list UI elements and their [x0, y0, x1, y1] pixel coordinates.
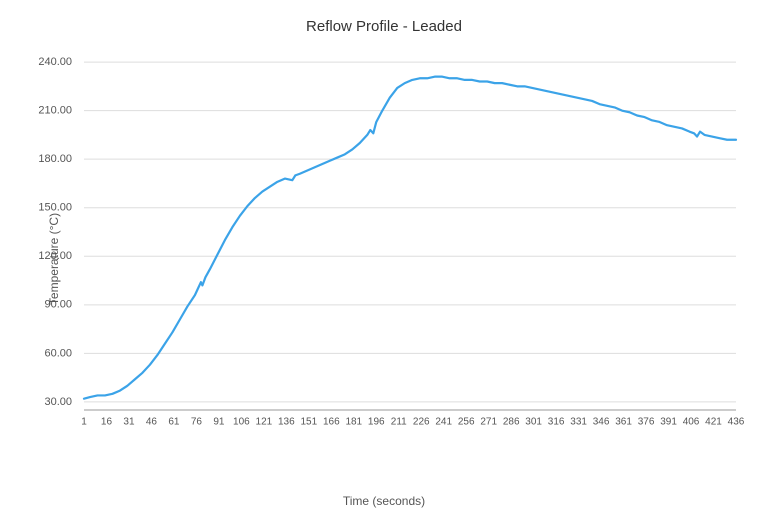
- x-tick-label: 166: [323, 416, 340, 427]
- x-axis-label: Time (seconds): [0, 494, 768, 508]
- chart-svg: 30.0060.0090.00120.00150.00180.00210.002…: [80, 50, 740, 450]
- y-tick-label: 60.00: [44, 347, 72, 359]
- x-tick-label: 286: [503, 416, 520, 427]
- x-tick-label: 136: [278, 416, 295, 427]
- x-tick-label: 181: [345, 416, 362, 427]
- y-tick-label: 240.00: [38, 56, 72, 68]
- x-tick-label: 46: [146, 416, 158, 427]
- x-tick-label: 106: [233, 416, 250, 427]
- plot-area: 30.0060.0090.00120.00150.00180.00210.002…: [80, 50, 740, 450]
- x-tick-label: 391: [660, 416, 677, 427]
- x-tick-label: 421: [705, 416, 722, 427]
- x-tick-label: 151: [300, 416, 317, 427]
- reflow-profile-chart: Reflow Profile - Leaded Temperature (°C)…: [0, 0, 768, 518]
- x-tick-label: 16: [101, 416, 113, 427]
- chart-title: Reflow Profile - Leaded: [0, 18, 768, 35]
- x-tick-label: 331: [570, 416, 587, 427]
- x-tick-label: 256: [458, 416, 475, 427]
- x-tick-label: 301: [525, 416, 542, 427]
- x-tick-label: 376: [638, 416, 655, 427]
- temperature-series-line: [84, 77, 736, 399]
- y-tick-label: 210.00: [38, 105, 72, 117]
- x-tick-label: 211: [391, 416, 407, 427]
- x-tick-label: 76: [191, 416, 203, 427]
- x-tick-label: 226: [413, 416, 430, 427]
- x-tick-label: 61: [168, 416, 180, 427]
- x-tick-label: 91: [213, 416, 225, 427]
- y-tick-label: 180.00: [38, 153, 72, 165]
- x-tick-label: 196: [368, 416, 385, 427]
- x-tick-label: 436: [728, 416, 745, 427]
- x-tick-label: 1: [81, 416, 87, 427]
- x-tick-label: 31: [123, 416, 135, 427]
- x-tick-label: 241: [435, 416, 452, 427]
- x-tick-label: 406: [683, 416, 700, 427]
- x-tick-label: 121: [256, 416, 273, 427]
- x-tick-label: 361: [615, 416, 632, 427]
- y-tick-label: 90.00: [44, 299, 72, 311]
- x-tick-label: 271: [480, 416, 497, 427]
- y-tick-label: 30.00: [44, 396, 72, 408]
- y-tick-label: 150.00: [38, 202, 72, 214]
- x-tick-label: 316: [548, 416, 565, 427]
- y-tick-label: 120.00: [38, 250, 72, 262]
- x-tick-label: 346: [593, 416, 610, 427]
